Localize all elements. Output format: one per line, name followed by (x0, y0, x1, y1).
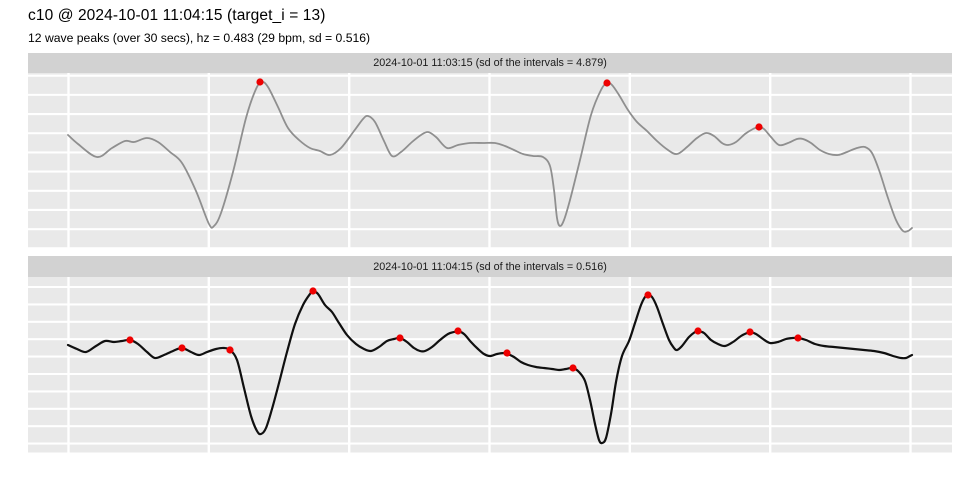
peak-marker (644, 291, 652, 299)
facet-panel-reference: 2024-10-01 11:03:15 (sd of the intervals… (28, 53, 952, 249)
plot-subtitle: 12 wave peaks (over 30 secs), hz = 0.483… (28, 31, 371, 45)
peak-marker (694, 327, 702, 335)
peak-marker (178, 344, 186, 352)
peak-marker (309, 287, 317, 295)
peak-marker (569, 364, 577, 372)
peak-marker (226, 346, 234, 354)
peak-marker (746, 328, 754, 336)
peak-marker (256, 78, 264, 86)
peak-marker (454, 327, 462, 335)
wave-plot-reference (28, 73, 952, 249)
facet-strip-label-reference: 2024-10-01 11:03:15 (sd of the intervals… (28, 53, 952, 73)
peak-marker (794, 334, 802, 342)
peak-marker (126, 336, 134, 344)
peak-marker (396, 334, 404, 342)
facet-panel-target: 2024-10-01 11:04:15 (sd of the intervals… (28, 256, 952, 453)
peak-marker (755, 123, 763, 131)
peak-marker (603, 79, 611, 87)
wave-plot-target (28, 277, 952, 453)
plot-title: c10 @ 2024-10-01 11:04:15 (target_i = 13… (28, 7, 326, 24)
wave-line (67, 81, 913, 233)
peak-marker (503, 349, 511, 357)
facet-strip-label-target: 2024-10-01 11:04:15 (sd of the intervals… (28, 256, 952, 277)
